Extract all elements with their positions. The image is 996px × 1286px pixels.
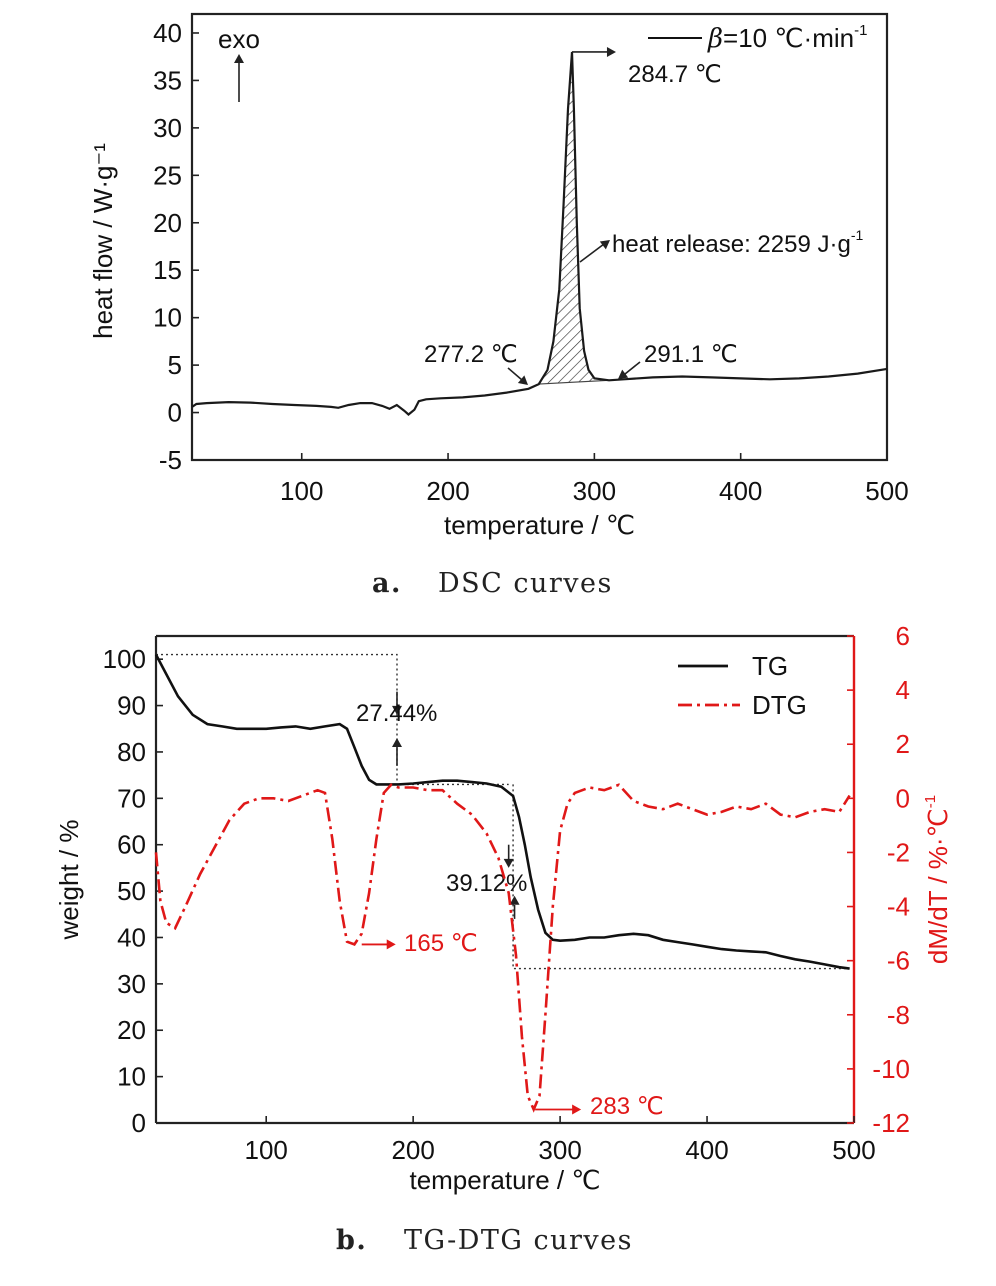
tg-x-tick-label: 400 xyxy=(685,1135,728,1165)
dsc-plot-frame xyxy=(190,12,889,462)
tg-step2-guide xyxy=(512,784,850,970)
tg-caption-letter: b. xyxy=(336,1225,367,1256)
dsc-legend-label: β=10 ℃·min-1 xyxy=(707,22,867,54)
tg-loss1-arrow-up-head xyxy=(391,738,402,748)
dsc-y-tick-label: 25 xyxy=(153,160,182,190)
dsc-caption-letter: a. xyxy=(372,568,402,599)
dsc-caption-text: DSC curves xyxy=(438,568,613,599)
dsc-x-tick-label: 300 xyxy=(573,476,616,506)
dsc-endset-label: 291.1 ℃ xyxy=(644,341,738,368)
dtg-peak2-arrow-head xyxy=(572,1104,582,1115)
dtg-y-tick-label: -2 xyxy=(887,837,910,867)
dsc-x-tick-label: 100 xyxy=(280,476,323,506)
tg-loss2-label: 39.12% xyxy=(446,870,527,897)
tg-y-tick-label: 50 xyxy=(117,876,146,906)
dsc-onset-arrow-head xyxy=(517,375,528,385)
tg-x-tick-label: 300 xyxy=(538,1135,581,1165)
legend-dtg-label: DTG xyxy=(752,690,807,720)
dsc-peak-arrow-head xyxy=(606,46,616,57)
tg-y-tick-label: 10 xyxy=(117,1062,146,1092)
dsc-y-tick-label: 40 xyxy=(153,18,182,48)
tg-loss2-arrow-up-head xyxy=(509,895,520,905)
tg-loss2-arrow-down-head xyxy=(503,858,514,868)
tg-y-tick-label: 100 xyxy=(103,644,146,674)
tg-y-axis-label: weight / % xyxy=(54,820,84,941)
tg-y-tick-label: 80 xyxy=(117,737,146,767)
dsc-y-tick-label: 10 xyxy=(153,303,182,333)
dtg-y-tick-label: -6 xyxy=(887,946,910,976)
dtg-y-tick-label: 4 xyxy=(896,675,910,705)
dsc-y-tick-label: 15 xyxy=(153,255,182,285)
tg-loss1-label: 27.44% xyxy=(356,700,437,727)
tg-y-tick-label: 30 xyxy=(117,969,146,999)
tg-y-tick-label: 40 xyxy=(117,922,146,952)
dtg-curve xyxy=(154,783,851,1113)
dsc-y-tick-label: 20 xyxy=(153,208,182,238)
dtg-y-tick-label: -12 xyxy=(872,1108,910,1138)
dsc-x-tick-label: 200 xyxy=(426,476,469,506)
tg-x-tick-label: 500 xyxy=(832,1135,875,1165)
dtg-peak1-arrow-head xyxy=(386,939,396,950)
dsc-x-tick-label: 500 xyxy=(865,476,908,506)
dtg-y-tick-label: 6 xyxy=(896,621,910,651)
tg-step1-guide xyxy=(156,653,398,785)
tg-y-tick-label: 90 xyxy=(117,691,146,721)
dsc-y-tick-label: 30 xyxy=(153,113,182,143)
dtg-y-tick-label: -8 xyxy=(887,1000,910,1030)
dsc-y-tick-label: 35 xyxy=(153,65,182,95)
dtg-y-tick-label: 0 xyxy=(896,783,910,813)
dsc-peak-label: 284.7 ℃ xyxy=(628,61,722,88)
dsc-x-axis-label: temperature / ℃ xyxy=(444,510,635,540)
tg-x-axis-label: temperature / ℃ xyxy=(409,1165,600,1195)
tg-y-tick-label: 70 xyxy=(117,783,146,813)
dsc-endset-arrow-head xyxy=(618,369,629,379)
tg-curve xyxy=(154,653,850,970)
dsc-y-tick-label: 5 xyxy=(168,350,182,380)
dsc-endset-arrow-line xyxy=(624,361,641,375)
tg-x-tick-label: 200 xyxy=(391,1135,434,1165)
dtg-peak1-label: 165 ℃ xyxy=(404,930,478,957)
tg-x-tick-label: 100 xyxy=(245,1135,288,1165)
dsc-heat-arrow-line xyxy=(579,243,605,263)
dsc-exo-label: exo xyxy=(218,24,260,54)
dsc-y-tick-label: 0 xyxy=(168,398,182,428)
dtg-y-axis-label: dM/dT / %·℃-1 xyxy=(922,795,953,964)
dsc-onset-arrow-line xyxy=(507,367,523,381)
tg-y-tick-label: 60 xyxy=(117,830,146,860)
dsc-y-tick-label: -5 xyxy=(159,445,182,475)
dtg-y-tick-label: -10 xyxy=(872,1054,910,1084)
dsc-onset-label: 277.2 ℃ xyxy=(424,341,518,368)
dsc-heat-arrow-head xyxy=(599,240,610,250)
dsc-chart: 100 200 300 400 500 -5 0 5 10 15 20 25 30 35 40 tempera… xyxy=(88,12,909,599)
dsc-baseline xyxy=(538,379,610,385)
dsc-y-axis-label: heat flow / W·g⁻¹ xyxy=(88,143,118,339)
dsc-heat-release-label: heat release: 2259 J·g-1 xyxy=(612,227,863,258)
dtg-y-tick-label: -4 xyxy=(887,892,910,922)
tg-loss1-arrow-down-head xyxy=(391,705,402,715)
dtg-y-tick-label: 2 xyxy=(896,729,910,759)
dsc-curve xyxy=(191,51,888,416)
tg-dtg-chart: 100 200 300 400 5000102030405060708090100-12… xyxy=(54,621,953,1256)
tg-y-tick-label: 20 xyxy=(117,1015,146,1045)
tg-caption-text: TG-DTG curves xyxy=(404,1225,633,1256)
tg-y-tick-label: 0 xyxy=(132,1108,146,1138)
dsc-exo-arrow-head xyxy=(234,54,244,63)
dsc-peak-shaded-area xyxy=(538,51,609,385)
dsc-x-tick-label: 400 xyxy=(719,476,762,506)
legend-tg-label: TG xyxy=(752,651,788,681)
dtg-peak2-label: 283 ℃ xyxy=(590,1093,664,1120)
